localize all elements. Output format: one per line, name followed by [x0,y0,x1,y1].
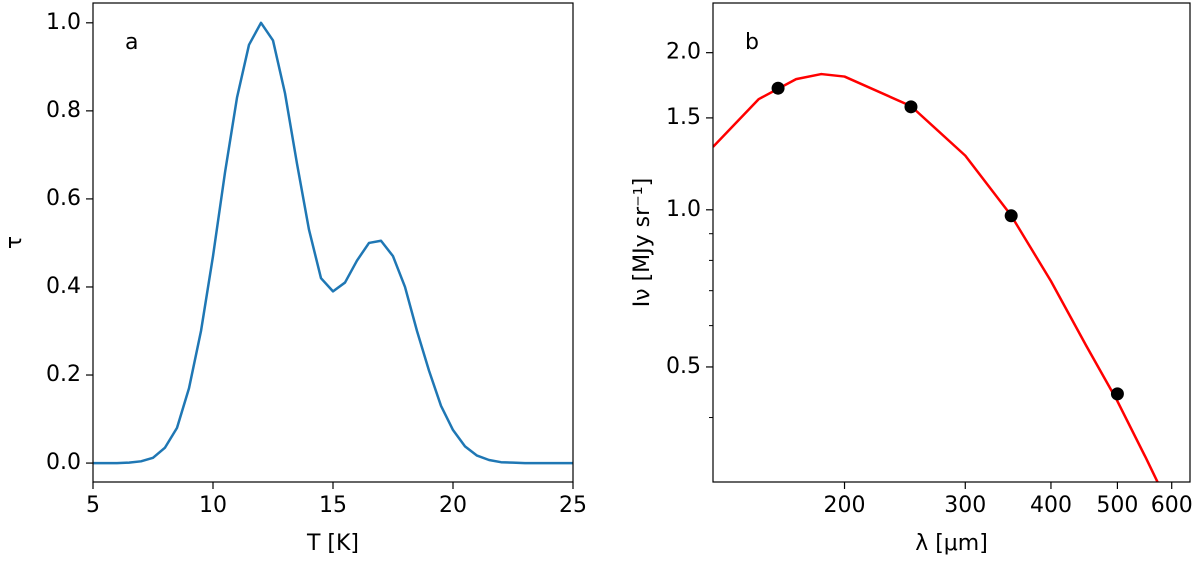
x-tick-label: 500 [1096,493,1138,518]
data-line [93,21,573,465]
x-tick-label: 300 [944,493,986,518]
y-tick-label: 0.0 [46,450,81,475]
y-tick-label: 0.6 [46,186,81,211]
y-tick-label: 1.5 [666,105,701,130]
axes-frame [92,2,574,483]
x-tick-label: 5 [86,493,100,518]
y-tick-label: 2.0 [666,40,701,65]
x-axis-label: λ [μm] [915,531,988,556]
data-point [1110,387,1124,401]
y-tick-label: 0.5 [666,354,701,379]
panel-label: b [745,30,759,55]
axes-frame [712,2,1191,483]
x-tick-label: 15 [319,493,347,518]
plot-area [713,72,1159,482]
x-axis-label: T [K] [306,531,359,556]
data-point [771,81,785,95]
plot-area [93,21,573,465]
y-tick-label: 0.2 [46,362,81,387]
x-tick-label: 200 [824,493,866,518]
x-tick-label: 20 [439,493,467,518]
data-line [713,72,1159,482]
y-tick-label: 1.0 [666,197,701,222]
x-tick-label: 10 [199,493,227,518]
y-axis-label: τ [2,236,27,249]
y-axis-label: Iν [MJy sr⁻¹] [630,178,655,307]
y-tick-label: 1.0 [46,10,81,35]
x-tick-label: 400 [1030,493,1072,518]
data-point [904,100,918,114]
panel-label: a [125,30,138,55]
x-tick-label: 600 [1151,493,1193,518]
y-tick-label: 0.4 [46,274,81,299]
y-tick-label: 0.8 [46,98,81,123]
x-tick-label: 25 [559,493,587,518]
data-point [1004,209,1018,223]
